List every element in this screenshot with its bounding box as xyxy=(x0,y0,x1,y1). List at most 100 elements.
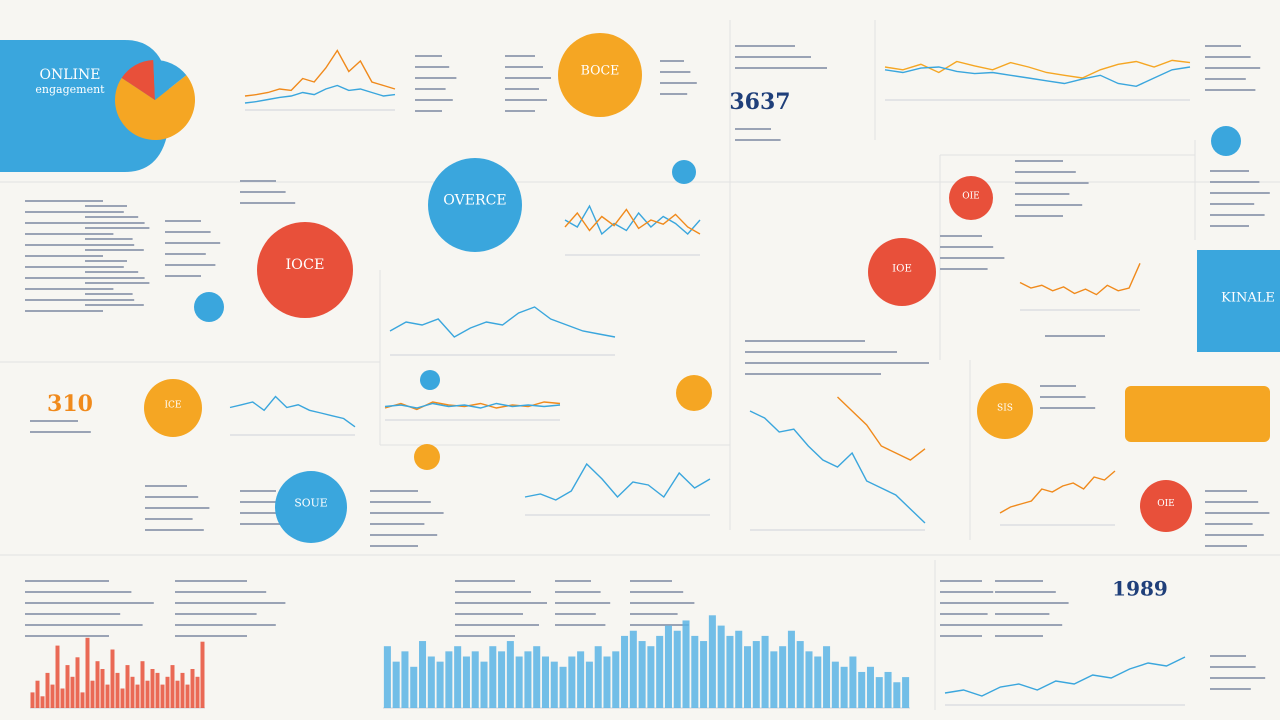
bar xyxy=(858,671,866,708)
hero-subtitle: engagement xyxy=(35,83,105,96)
text-line xyxy=(940,602,1005,604)
text-placeholders xyxy=(25,45,1270,690)
bar xyxy=(902,677,910,708)
text-line xyxy=(370,545,418,547)
bar xyxy=(533,646,541,708)
bar xyxy=(35,680,40,708)
text-line xyxy=(630,580,672,582)
text-line xyxy=(25,299,135,301)
bar xyxy=(647,646,655,708)
bar xyxy=(135,684,140,708)
text-line xyxy=(660,60,684,62)
text-line xyxy=(165,220,201,222)
text-line xyxy=(995,591,1056,593)
text-line xyxy=(940,257,1005,259)
circle-label: SOUE xyxy=(294,496,327,509)
text-line xyxy=(1040,396,1086,398)
bar xyxy=(462,656,470,708)
text-line xyxy=(175,580,247,582)
icon xyxy=(194,292,224,322)
bar xyxy=(175,680,180,708)
line-series xyxy=(244,84,396,104)
bar xyxy=(105,684,110,708)
pie-slice xyxy=(121,60,155,100)
text-line xyxy=(85,216,139,218)
bar xyxy=(55,645,60,708)
text-line xyxy=(555,580,591,582)
text-line xyxy=(995,613,1050,615)
text-line xyxy=(1210,655,1246,657)
text-line xyxy=(85,249,144,251)
text-line xyxy=(175,635,247,637)
text-line xyxy=(85,205,127,207)
bar xyxy=(664,625,672,708)
line-series xyxy=(524,462,711,501)
text-line xyxy=(455,580,515,582)
text-line xyxy=(940,580,982,582)
text-line xyxy=(30,431,91,433)
text-line xyxy=(660,82,697,84)
kpi-value: 1989 xyxy=(1112,577,1168,601)
text-line xyxy=(1210,666,1256,668)
bar xyxy=(185,684,190,708)
text-line xyxy=(25,635,109,637)
side-panel-label: KINALE xyxy=(1221,291,1275,306)
bar xyxy=(383,646,391,708)
bar xyxy=(85,637,90,708)
bar xyxy=(893,682,901,708)
bar xyxy=(840,666,848,708)
bar xyxy=(541,656,550,708)
circle-label: IOCE xyxy=(286,257,325,273)
circle-label: OVERCE xyxy=(443,192,506,208)
bar xyxy=(779,646,787,708)
text-line xyxy=(505,55,535,57)
bar xyxy=(717,625,725,708)
text-line xyxy=(1205,512,1270,514)
kpi-value: 3637 xyxy=(729,89,790,115)
text-line xyxy=(505,66,543,68)
bar xyxy=(884,671,892,708)
text-line xyxy=(735,139,781,141)
panel-frames xyxy=(0,20,1280,710)
text-line xyxy=(1015,215,1063,217)
bar xyxy=(195,676,200,708)
bar xyxy=(498,651,506,708)
pie-chart xyxy=(114,60,195,141)
text-line xyxy=(995,602,1069,604)
text-line xyxy=(240,180,276,182)
bar xyxy=(524,651,532,708)
bar xyxy=(594,646,602,708)
bar xyxy=(410,666,418,708)
bar xyxy=(708,615,716,708)
text-line xyxy=(25,613,121,615)
text-line xyxy=(25,233,114,235)
bar xyxy=(585,661,593,708)
bar xyxy=(436,661,444,708)
bar xyxy=(454,646,462,708)
bar xyxy=(700,641,708,708)
line-series xyxy=(837,396,926,461)
text-line xyxy=(555,591,601,593)
bar xyxy=(80,692,85,708)
bar xyxy=(110,649,115,708)
bar xyxy=(621,635,629,708)
bar xyxy=(691,635,699,708)
text-line xyxy=(940,613,988,615)
line-series xyxy=(944,656,1186,697)
text-line xyxy=(415,88,446,90)
text-line xyxy=(1210,688,1251,690)
text-line xyxy=(940,235,982,237)
bar xyxy=(682,620,690,708)
text-line xyxy=(370,490,418,492)
text-line xyxy=(370,512,444,514)
line-series xyxy=(244,49,396,97)
circle-label: IOE xyxy=(892,264,912,275)
text-line xyxy=(745,362,929,364)
pie-slice xyxy=(153,60,187,100)
text-line xyxy=(415,55,442,57)
bar xyxy=(75,657,80,708)
bar xyxy=(568,656,576,708)
side-panel xyxy=(1197,250,1280,352)
text-line xyxy=(1045,335,1105,337)
text-line xyxy=(555,613,596,615)
